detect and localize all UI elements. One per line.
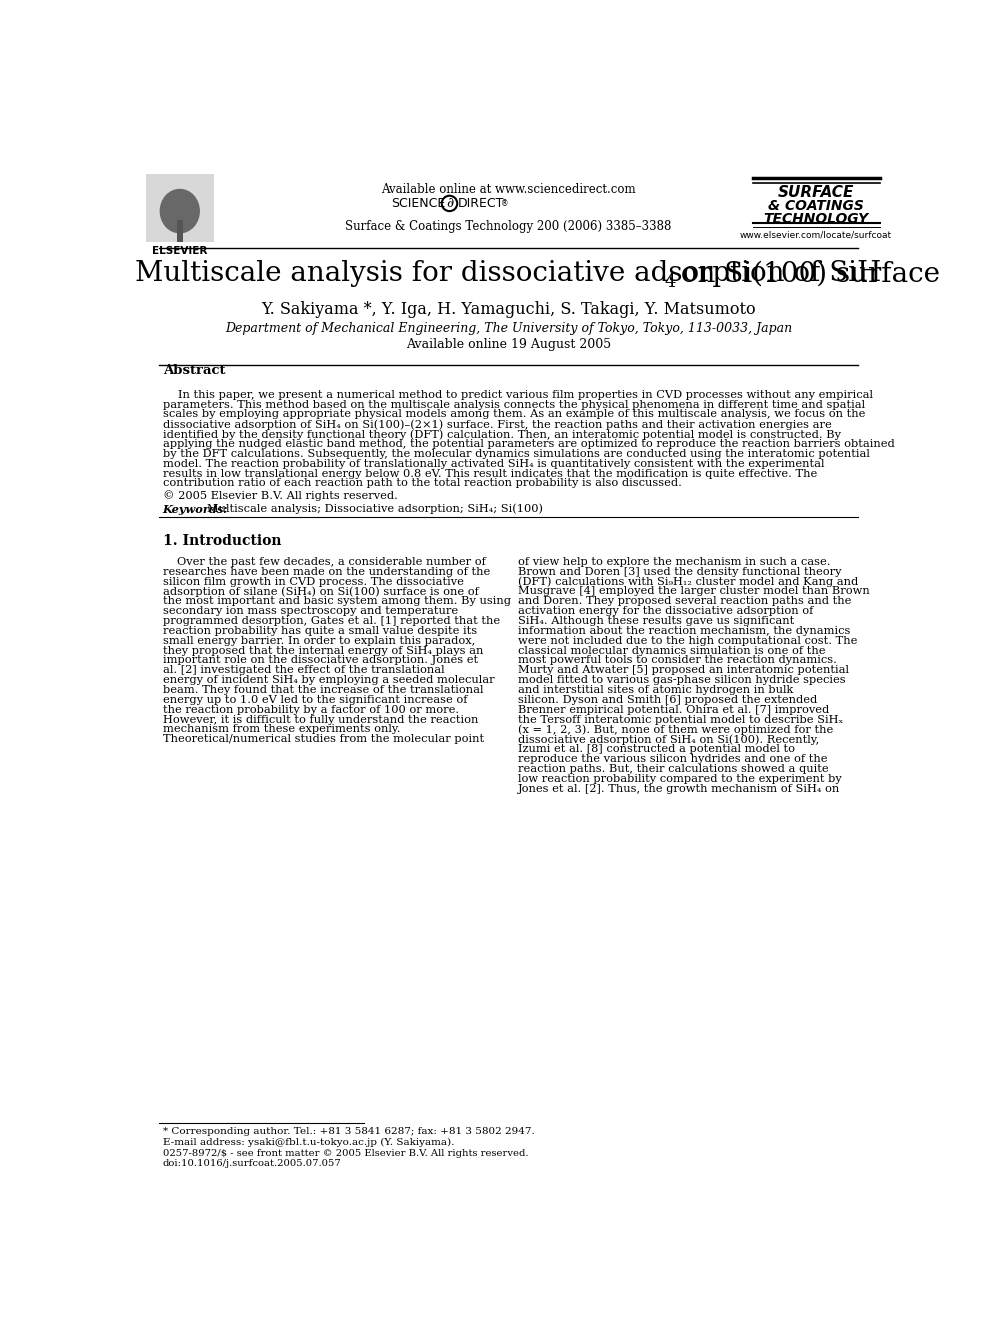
- Text: information about the reaction mechanism, the dynamics: information about the reaction mechanism…: [518, 626, 850, 636]
- Text: www.elsevier.com/locate/surfcoat: www.elsevier.com/locate/surfcoat: [740, 230, 892, 239]
- Text: the reaction probability by a factor of 100 or more.: the reaction probability by a factor of …: [163, 705, 459, 714]
- Text: were not included due to the high computational cost. The: were not included due to the high comput…: [518, 635, 857, 646]
- Text: dissociative adsorption of SiH₄ on Si(100). Recently,: dissociative adsorption of SiH₄ on Si(10…: [518, 734, 819, 745]
- Text: small energy barrier. In order to explain this paradox,: small energy barrier. In order to explai…: [163, 635, 475, 646]
- Text: mechanism from these experiments only.: mechanism from these experiments only.: [163, 725, 400, 734]
- Text: classical molecular dynamics simulation is one of the: classical molecular dynamics simulation …: [518, 646, 825, 656]
- Bar: [177, 221, 183, 242]
- Text: model fitted to various gas-phase silicon hydride species: model fitted to various gas-phase silico…: [518, 675, 845, 685]
- Text: al. [2] investigated the effect of the translational: al. [2] investigated the effect of the t…: [163, 665, 444, 675]
- Text: energy up to 1.0 eV led to the significant increase of: energy up to 1.0 eV led to the significa…: [163, 695, 467, 705]
- Text: Surface & Coatings Technology 200 (2006) 3385–3388: Surface & Coatings Technology 200 (2006)…: [345, 221, 672, 233]
- Text: model. The reaction probability of translationally activated SiH₄ is quantitativ: model. The reaction probability of trans…: [163, 459, 824, 468]
- Text: reaction paths. But, their calculations showed a quite: reaction paths. But, their calculations …: [518, 763, 828, 774]
- Text: the most important and basic system among them. By using: the most important and basic system amon…: [163, 597, 511, 606]
- Text: researches have been made on the understanding of the: researches have been made on the underst…: [163, 566, 490, 577]
- Text: 1. Introduction: 1. Introduction: [163, 533, 282, 548]
- Text: reaction probability has quite a small value despite its: reaction probability has quite a small v…: [163, 626, 477, 636]
- Text: Multiscale analysis; Dissociative adsorption; SiH₄; Si(100): Multiscale analysis; Dissociative adsorp…: [207, 504, 543, 515]
- Text: the Tersoff interatomic potential model to describe SiHₓ: the Tersoff interatomic potential model …: [518, 714, 843, 725]
- Text: 0257-8972/$ - see front matter © 2005 Elsevier B.V. All rights reserved.: 0257-8972/$ - see front matter © 2005 El…: [163, 1148, 529, 1158]
- Text: E-mail address: ysaki@fbl.t.u-tokyo.ac.jp (Y. Sakiyama).: E-mail address: ysaki@fbl.t.u-tokyo.ac.j…: [163, 1138, 454, 1147]
- Text: adsorption of silane (SiH₄) on Si(100) surface is one of: adsorption of silane (SiH₄) on Si(100) s…: [163, 586, 478, 597]
- Text: Multiscale analysis for dissociative adsorption of SiH: Multiscale analysis for dissociative ads…: [135, 261, 882, 287]
- Text: identified by the density functional theory (DFT) calculation. Then, an interato: identified by the density functional the…: [163, 429, 841, 439]
- Text: ELSEVIER: ELSEVIER: [152, 246, 207, 255]
- Text: Jones et al. [2]. Thus, the growth mechanism of SiH₄ on: Jones et al. [2]. Thus, the growth mecha…: [518, 783, 840, 794]
- Text: scales by employing appropriate physical models among them. As an example of thi: scales by employing appropriate physical…: [163, 410, 865, 419]
- Ellipse shape: [160, 189, 200, 233]
- Text: * Corresponding author. Tel.: +81 3 5841 6287; fax: +81 3 5802 2947.: * Corresponding author. Tel.: +81 3 5841…: [163, 1127, 535, 1136]
- Text: doi:10.1016/j.surfcoat.2005.07.057: doi:10.1016/j.surfcoat.2005.07.057: [163, 1159, 341, 1168]
- Text: contribution ratio of each reaction path to the total reaction probability is al: contribution ratio of each reaction path…: [163, 479, 682, 488]
- Text: However, it is difficult to fully understand the reaction: However, it is difficult to fully unders…: [163, 714, 478, 725]
- Text: dissociative adsorption of SiH₄ on Si(100)–(2×1) surface. First, the reaction pa: dissociative adsorption of SiH₄ on Si(10…: [163, 419, 831, 430]
- Text: Theoretical/numerical studies from the molecular point: Theoretical/numerical studies from the m…: [163, 734, 484, 745]
- Text: Murty and Atwater [5] proposed an interatomic potential: Murty and Atwater [5] proposed an intera…: [518, 665, 849, 675]
- Text: 4: 4: [665, 274, 677, 291]
- Text: Izumi et al. [8] constructed a potential model to: Izumi et al. [8] constructed a potential…: [518, 744, 795, 754]
- Text: energy of incident SiH₄ by employing a seeded molecular: energy of incident SiH₄ by employing a s…: [163, 675, 494, 685]
- Text: Over the past few decades, a considerable number of: Over the past few decades, a considerabl…: [177, 557, 485, 566]
- Text: Brenner empirical potential. Ohira et al. [7] improved: Brenner empirical potential. Ohira et al…: [518, 705, 829, 714]
- Text: & COATINGS: & COATINGS: [768, 198, 864, 213]
- Text: on Si(100) surface: on Si(100) surface: [672, 261, 940, 287]
- Text: Y. Sakiyama *, Y. Iga, H. Yamaguchi, S. Takagi, Y. Matsumoto: Y. Sakiyama *, Y. Iga, H. Yamaguchi, S. …: [261, 302, 756, 318]
- Text: Available online at www.sciencedirect.com: Available online at www.sciencedirect.co…: [381, 184, 636, 196]
- Text: parameters. This method based on the multiscale analysis connects the physical p: parameters. This method based on the mul…: [163, 400, 865, 410]
- Text: and Doren. They proposed several reaction paths and the: and Doren. They proposed several reactio…: [518, 597, 851, 606]
- Text: low reaction probability compared to the experiment by: low reaction probability compared to the…: [518, 774, 841, 783]
- Text: DIRECT: DIRECT: [458, 197, 504, 210]
- Text: Available online 19 August 2005: Available online 19 August 2005: [406, 339, 611, 352]
- Text: © 2005 Elsevier B.V. All rights reserved.: © 2005 Elsevier B.V. All rights reserved…: [163, 491, 398, 501]
- Text: beam. They found that the increase of the translational: beam. They found that the increase of th…: [163, 685, 483, 695]
- Text: TECHNOLOGY: TECHNOLOGY: [764, 212, 869, 226]
- Text: activation energy for the dissociative adsorption of: activation energy for the dissociative a…: [518, 606, 813, 617]
- Text: (DFT) calculations with Si₉H₁₂ cluster model and Kang and: (DFT) calculations with Si₉H₁₂ cluster m…: [518, 577, 858, 587]
- Text: Department of Mechanical Engineering, The University of Tokyo, Tokyo, 113-0033, : Department of Mechanical Engineering, Th…: [225, 321, 792, 335]
- Text: applying the nudged elastic band method, the potential parameters are optimized : applying the nudged elastic band method,…: [163, 439, 895, 448]
- Text: and interstitial sites of atomic hydrogen in bulk: and interstitial sites of atomic hydroge…: [518, 685, 793, 695]
- Text: In this paper, we present a numerical method to predict various film properties : In this paper, we present a numerical me…: [179, 390, 873, 400]
- Text: Abstract: Abstract: [163, 364, 225, 377]
- Text: silicon film growth in CVD process. The dissociative: silicon film growth in CVD process. The …: [163, 577, 463, 586]
- Text: Musgrave [4] employed the larger cluster model than Brown: Musgrave [4] employed the larger cluster…: [518, 586, 869, 597]
- Text: Brown and Doren [3] used the density functional theory: Brown and Doren [3] used the density fun…: [518, 566, 841, 577]
- Text: reproduce the various silicon hydrides and one of the: reproduce the various silicon hydrides a…: [518, 754, 827, 763]
- Text: of view help to explore the mechanism in such a case.: of view help to explore the mechanism in…: [518, 557, 830, 566]
- Text: Keywords:: Keywords:: [163, 504, 228, 515]
- Text: important role on the dissociative adsorption. Jones et: important role on the dissociative adsor…: [163, 655, 478, 665]
- Text: results in low translational energy below 0.8 eV. This result indicates that the: results in low translational energy belo…: [163, 468, 817, 479]
- Text: they proposed that the internal energy of SiH₄ plays an: they proposed that the internal energy o…: [163, 646, 483, 656]
- Bar: [146, 175, 214, 242]
- Text: SCIENCE: SCIENCE: [392, 197, 445, 210]
- Text: SURFACE: SURFACE: [778, 185, 854, 200]
- Text: most powerful tools to consider the reaction dynamics.: most powerful tools to consider the reac…: [518, 655, 836, 665]
- Text: by the DFT calculations. Subsequently, the molecular dynamics simulations are co: by the DFT calculations. Subsequently, t…: [163, 448, 870, 459]
- Text: secondary ion mass spectroscopy and temperature: secondary ion mass spectroscopy and temp…: [163, 606, 458, 617]
- Text: silicon. Dyson and Smith [6] proposed the extended: silicon. Dyson and Smith [6] proposed th…: [518, 695, 817, 705]
- Text: (x = 1, 2, 3). But, none of them were optimized for the: (x = 1, 2, 3). But, none of them were op…: [518, 725, 833, 736]
- Text: ∂: ∂: [446, 196, 453, 210]
- Text: ®: ®: [501, 198, 509, 208]
- Text: SiH₄. Although these results gave us significant: SiH₄. Although these results gave us sig…: [518, 617, 794, 626]
- Text: programmed desorption, Gates et al. [1] reported that the: programmed desorption, Gates et al. [1] …: [163, 617, 500, 626]
